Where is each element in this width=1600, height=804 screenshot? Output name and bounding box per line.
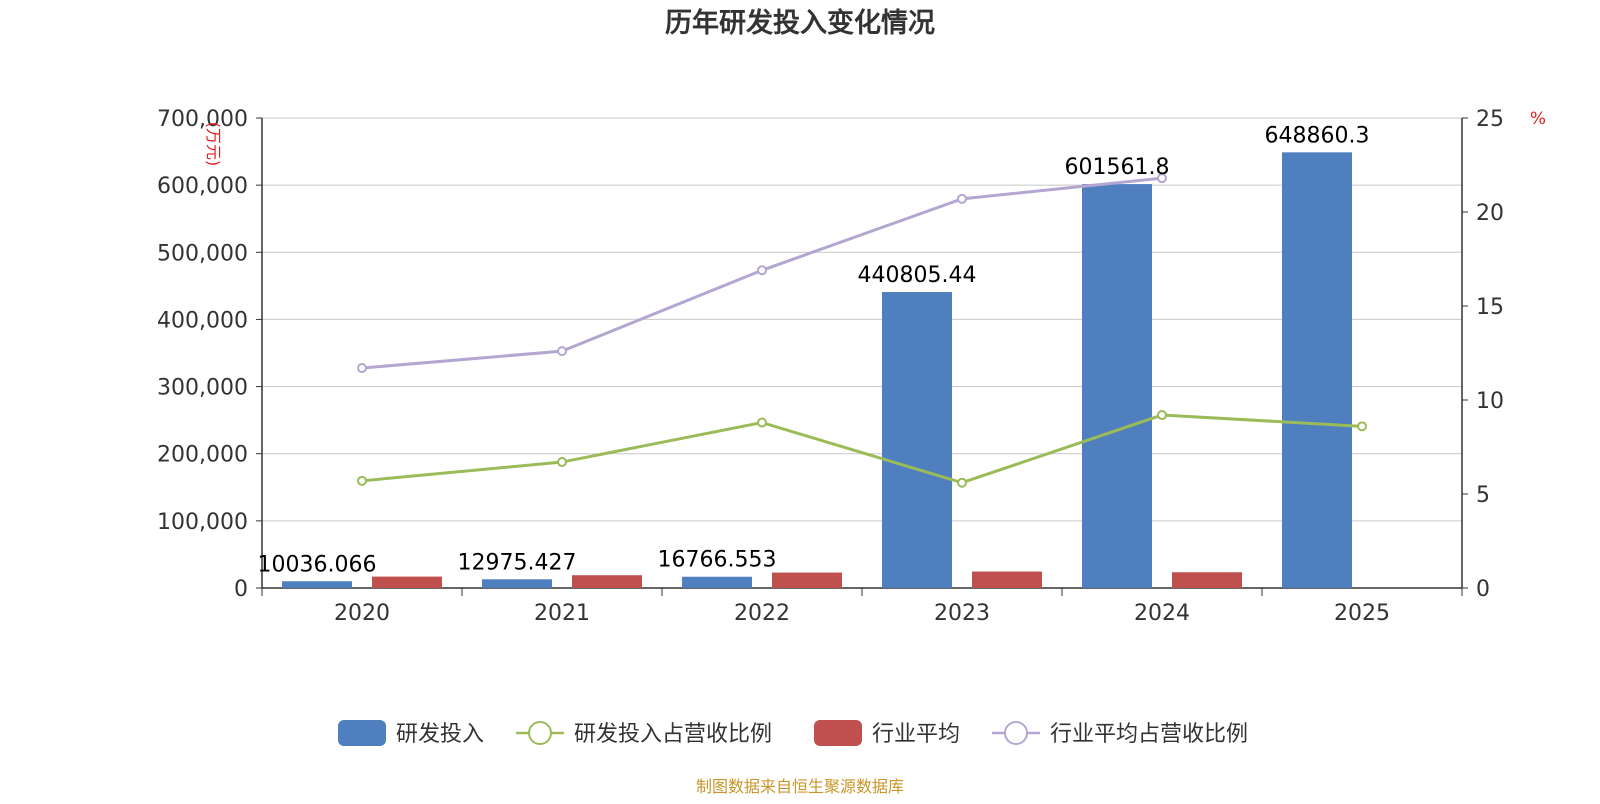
legend-item-rd-ratio-swatch-marker[interactable]: [528, 721, 552, 745]
industry-bar[interactable]: [972, 571, 1042, 588]
right-axis-tick-label: 10: [1476, 389, 1504, 414]
legend-item-rd-investment-swatch[interactable]: [338, 720, 386, 746]
rd-bar[interactable]: [882, 292, 952, 588]
left-axis-unit: (万元): [204, 122, 223, 167]
x-axis-tick-label: 2022: [734, 601, 790, 626]
rd-ratio-point[interactable]: [757, 417, 767, 428]
rd-ratio-point[interactable]: [357, 475, 367, 486]
legend-item-rd-investment-label[interactable]: 研发投入: [396, 722, 484, 747]
chart-title: 历年研发投入变化情况: [665, 7, 935, 39]
industry-ratio-point[interactable]: [757, 265, 767, 276]
rd-ratio-point[interactable]: [557, 457, 567, 468]
rd-ratio-point[interactable]: [1157, 410, 1167, 421]
rd-bar-data-label: 16766.553: [658, 548, 777, 573]
industry-ratio-point[interactable]: [957, 193, 967, 204]
industry-ratio-point[interactable]: [557, 346, 567, 357]
rd-bar-data-label: 648860.3: [1265, 123, 1370, 148]
right-axis-tick-label: 5: [1476, 483, 1490, 508]
left-axis-tick-label: 100,000: [157, 510, 248, 535]
rd-bar-data-label: 12975.427: [458, 550, 577, 575]
left-axis-tick-label: 300,000: [157, 376, 248, 401]
rd-bar-data-label: 601561.8: [1065, 155, 1170, 180]
legend-item-industry-ratio-label[interactable]: 行业平均占营收比例: [1050, 722, 1248, 747]
industry-ratio-point[interactable]: [1157, 173, 1167, 184]
x-axis-tick-label: 2024: [1134, 601, 1190, 626]
rd-bar[interactable]: [482, 579, 552, 588]
left-axis-tick-label: 500,000: [157, 241, 248, 266]
industry-ratio-point[interactable]: [357, 363, 367, 374]
legend-item-industry-average-swatch[interactable]: [814, 720, 862, 746]
rd-ratio-line: [361, 413, 1363, 485]
industry-bar[interactable]: [572, 575, 642, 588]
industry-bar[interactable]: [772, 572, 842, 588]
x-axis-tick-label: 2021: [534, 601, 590, 626]
x-axis-tick-label: 2023: [934, 601, 990, 626]
rd-ratio-point[interactable]: [957, 477, 967, 488]
right-axis-unit: %: [1530, 109, 1546, 129]
left-axis-tick-label: 400,000: [157, 308, 248, 333]
legend-item-industry-ratio-swatch-marker[interactable]: [1004, 721, 1028, 745]
rd-ratio-point[interactable]: [1357, 421, 1367, 432]
right-axis-tick-label: 20: [1476, 201, 1504, 226]
left-axis-tick-label: 0: [234, 577, 248, 602]
rd-bar[interactable]: [282, 581, 352, 588]
rd-bar-data-label: 440805.44: [858, 263, 977, 288]
right-axis-tick-label: 25: [1476, 107, 1504, 132]
industry-bar[interactable]: [1172, 572, 1242, 588]
rd-bar[interactable]: [682, 576, 752, 588]
right-axis-tick-label: 0: [1476, 577, 1490, 602]
source-note: 制图数据来自恒生聚源数据库: [696, 777, 904, 796]
rd-bar[interactable]: [1082, 184, 1152, 588]
right-axis-tick-label: 15: [1476, 295, 1504, 320]
legend-item-industry-average-label[interactable]: 行业平均: [872, 722, 960, 747]
left-axis-tick-label: 700,000: [157, 107, 248, 132]
rd-bar[interactable]: [1282, 152, 1352, 588]
rd-bar-data-label: 10036.066: [258, 552, 377, 577]
left-axis-tick-label: 200,000: [157, 443, 248, 468]
industry-bar[interactable]: [372, 576, 442, 588]
left-axis-tick-label: 600,000: [157, 174, 248, 199]
x-axis-tick-label: 2020: [334, 601, 390, 626]
x-axis-tick-label: 2025: [1334, 601, 1390, 626]
legend-item-rd-ratio-label[interactable]: 研发投入占营收比例: [574, 722, 772, 747]
